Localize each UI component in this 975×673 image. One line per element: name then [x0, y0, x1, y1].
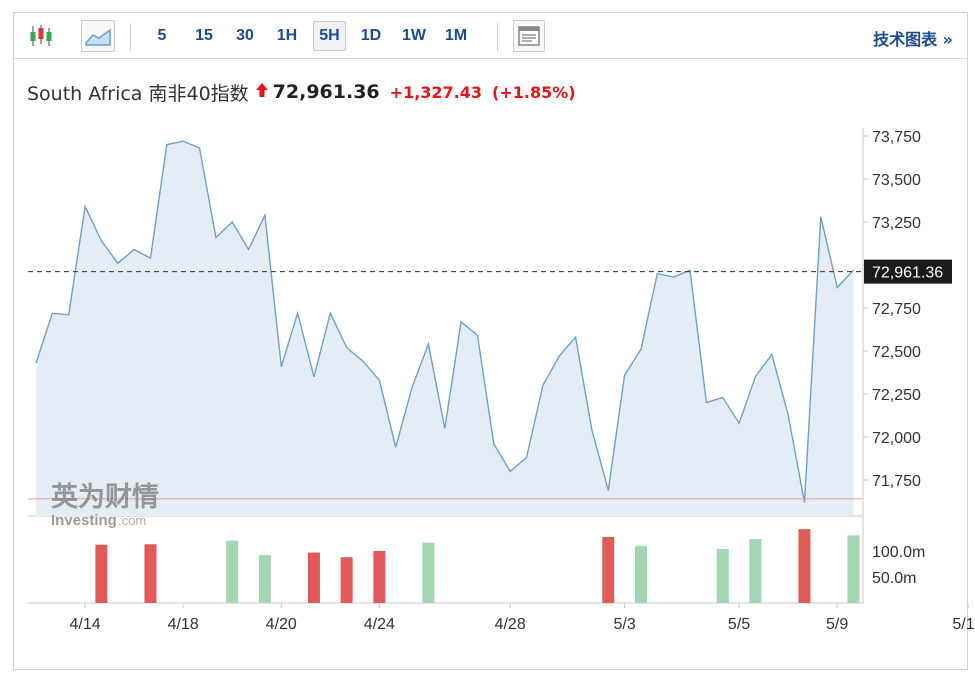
volume-bar — [307, 552, 320, 603]
candlestick-chart-icon[interactable] — [24, 20, 58, 52]
current-price-badge: 72,961.36 — [864, 259, 952, 284]
interval-1h[interactable]: 1H — [276, 27, 298, 44]
chart-toolbar: 5 15 30 1H 5H 1D 1W 1M 技术图表 » — [14, 13, 967, 59]
watermark-en: Investing — [51, 512, 117, 529]
volume-tick-label: 50.0m — [872, 570, 916, 587]
x-tick-label: 4/18 — [168, 616, 199, 633]
up-arrow-icon — [255, 82, 269, 102]
price-area-fill — [36, 141, 854, 516]
watermark-suffix: .com — [118, 513, 146, 528]
last-price: 72,961.36 — [272, 81, 380, 103]
volume-bar — [226, 540, 239, 603]
volume-bar — [422, 542, 435, 603]
volume-tick-label: 100.0m — [872, 544, 925, 561]
x-tick-label: 5/5 — [728, 616, 750, 633]
chart-layout-icon[interactable] — [513, 20, 545, 52]
volume-bar — [258, 555, 271, 603]
x-tick-label: 5/9 — [826, 616, 848, 633]
area-chart-icon[interactable] — [81, 20, 115, 52]
x-tick-label: 5/3 — [613, 616, 635, 633]
x-tick-label: 4/14 — [69, 616, 100, 633]
price-change: +1,327.43 — [389, 82, 483, 102]
volume-bar — [749, 539, 762, 603]
x-tick-label: 4/20 — [266, 616, 297, 633]
y-tick-label: 72,750 — [872, 301, 921, 318]
current-price-badge-bg — [864, 259, 952, 284]
watermark-cn: 英为财情 — [51, 482, 159, 512]
y-tick-label: 72,500 — [872, 344, 921, 361]
y-tick-label: 73,500 — [872, 172, 921, 189]
y-tick-label: 71,750 — [872, 473, 921, 490]
chart-widget: 5 15 30 1H 5H 1D 1W 1M 技术图表 » South Afri… — [13, 12, 968, 670]
toolbar-separator — [497, 23, 498, 51]
volume-bar — [798, 529, 811, 603]
technical-chart-link[interactable]: 技术图表 » — [873, 30, 953, 49]
price-line — [35, 140, 855, 503]
volume-bar — [634, 545, 647, 603]
interval-5h[interactable]: 5H — [313, 21, 346, 51]
investing-watermark: 英为财情 Investing .com — [51, 482, 159, 529]
interval-30[interactable]: 30 — [236, 27, 254, 44]
volume-bar — [340, 557, 353, 603]
volume-bar — [95, 544, 108, 603]
y-tick-label: 72,250 — [872, 387, 921, 404]
interval-1d[interactable]: 1D — [360, 27, 382, 44]
y-tick-label: 72,000 — [872, 430, 921, 447]
volume-bar — [144, 544, 157, 603]
price-change-percent: (+1.85%) — [492, 82, 576, 102]
volume-bar — [847, 535, 860, 603]
interval-1m[interactable]: 1M — [444, 27, 468, 44]
instrument-header: South Africa 南非40指数 72,961.36 +1,327.43 … — [27, 79, 576, 105]
y-tick-label: 73,250 — [872, 215, 921, 232]
x-tick-label: 4/24 — [364, 616, 395, 633]
toolbar-separator — [130, 23, 131, 51]
volume-bar — [716, 548, 729, 603]
interval-5[interactable]: 5 — [157, 27, 167, 44]
instrument-name: South Africa 南非40指数 — [27, 82, 249, 105]
x-tick-label: 4/28 — [495, 616, 526, 633]
x-tick-label: 5/12 — [952, 616, 975, 633]
y-tick-label: 73,750 — [872, 129, 921, 146]
current-price-label: 72,961.36 — [872, 265, 943, 282]
interval-15[interactable]: 15 — [195, 27, 213, 44]
volume-bar — [602, 536, 615, 603]
interval-1w[interactable]: 1W — [402, 27, 426, 44]
volume-bar — [373, 551, 386, 603]
